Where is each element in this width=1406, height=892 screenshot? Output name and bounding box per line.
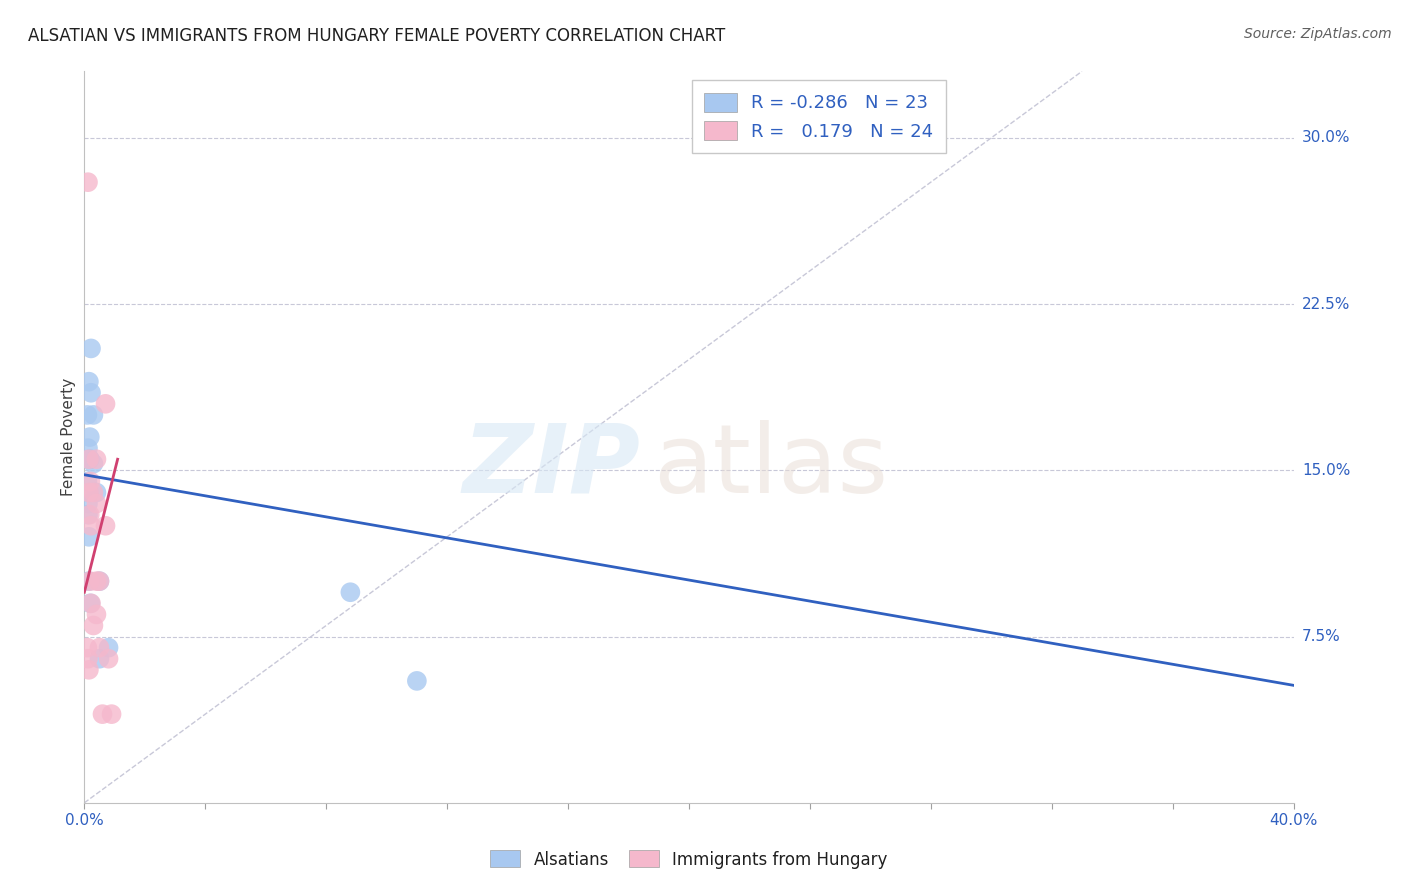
Point	[77, 175, 100, 189]
Text: 22.5%: 22.5%	[1302, 297, 1350, 311]
Point	[77, 441, 100, 455]
Legend: Alsatians, Immigrants from Hungary: Alsatians, Immigrants from Hungary	[481, 840, 897, 879]
Point	[94, 518, 117, 533]
Point	[80, 518, 103, 533]
Text: Source: ZipAtlas.com: Source: ZipAtlas.com	[1244, 27, 1392, 41]
Point	[82, 457, 104, 471]
Point	[76, 475, 98, 489]
Point	[77, 651, 100, 665]
Point	[80, 342, 103, 356]
Point	[77, 574, 100, 589]
Point	[80, 596, 103, 610]
Point	[94, 397, 117, 411]
Point	[79, 430, 101, 444]
Point	[86, 485, 108, 500]
Text: atlas: atlas	[652, 420, 887, 513]
Point	[86, 497, 108, 511]
Point	[77, 485, 100, 500]
Point	[79, 508, 101, 522]
Point	[77, 508, 100, 522]
Point	[339, 585, 361, 599]
Point	[77, 530, 100, 544]
Point	[79, 452, 101, 467]
Point	[76, 408, 98, 422]
Text: 30.0%: 30.0%	[1302, 130, 1350, 145]
Point	[86, 607, 108, 622]
Point	[79, 475, 101, 489]
Point	[77, 663, 100, 677]
Point	[82, 485, 104, 500]
Point	[79, 596, 101, 610]
Point	[77, 497, 100, 511]
Point	[77, 485, 100, 500]
Point	[80, 385, 103, 400]
Point	[79, 452, 101, 467]
Point	[100, 707, 122, 722]
Point	[86, 574, 108, 589]
Point	[406, 673, 429, 688]
Text: ZIP: ZIP	[463, 420, 641, 513]
Point	[91, 707, 114, 722]
Point	[77, 375, 100, 389]
Text: 15.0%: 15.0%	[1302, 463, 1350, 478]
Point	[97, 651, 120, 665]
Text: ALSATIAN VS IMMIGRANTS FROM HUNGARY FEMALE POVERTY CORRELATION CHART: ALSATIAN VS IMMIGRANTS FROM HUNGARY FEMA…	[28, 27, 725, 45]
Point	[82, 408, 104, 422]
Point	[76, 640, 98, 655]
Point	[82, 618, 104, 632]
Point	[89, 640, 111, 655]
Point	[79, 574, 101, 589]
Point	[86, 452, 108, 467]
Point	[77, 452, 100, 467]
Y-axis label: Female Poverty: Female Poverty	[60, 378, 76, 496]
Point	[89, 574, 111, 589]
Point	[89, 651, 111, 665]
Point	[97, 640, 120, 655]
Text: 7.5%: 7.5%	[1302, 629, 1340, 644]
Point	[89, 574, 111, 589]
